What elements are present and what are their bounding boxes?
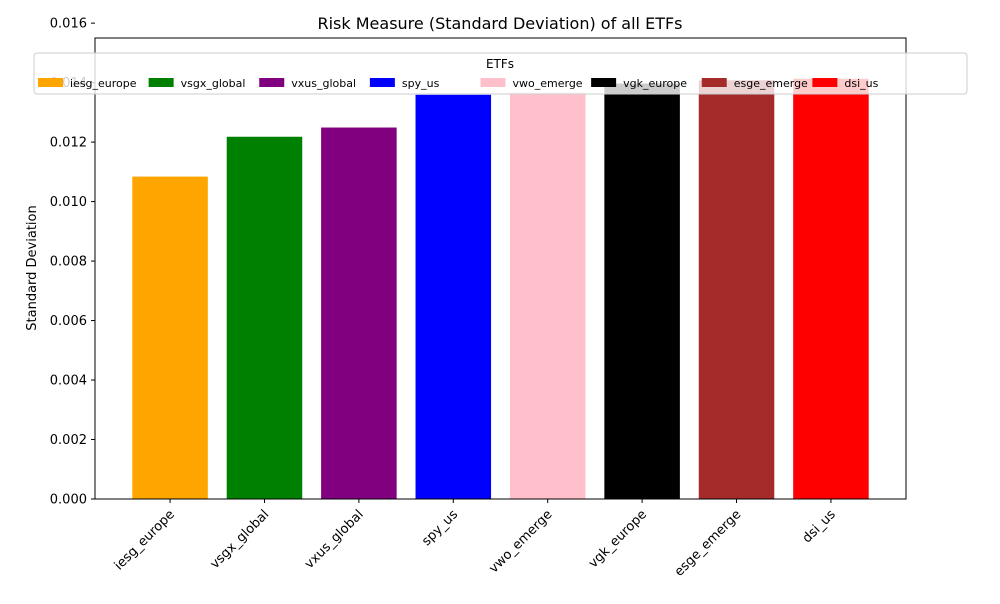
legend-label: vwo_emerge: [513, 77, 583, 90]
legend-swatch: [812, 78, 838, 87]
legend-label: vgk_europe: [623, 77, 687, 90]
legend-swatch: [259, 78, 285, 87]
bar-esge-emerge: [698, 80, 775, 499]
y-tick-label: 0.016: [50, 17, 87, 32]
y-tick-label: 0.000: [50, 493, 87, 508]
legend-label: iesg_europe: [70, 77, 137, 90]
legend-swatch: [591, 78, 617, 87]
bar-vwo-emerge: [509, 92, 586, 500]
y-tick-label: 0.006: [50, 314, 87, 329]
bar-vxus-global: [321, 127, 397, 499]
plot-frame: [94, 37, 907, 500]
legend-swatch: [38, 78, 63, 87]
legend-items: iesg_europe vsgx_global vxus_global spy_us v…: [38, 77, 879, 90]
bar-iesg-europe: [132, 176, 208, 499]
bar-spy-us: [415, 94, 492, 499]
bar-dsi-us: [793, 78, 869, 499]
chart-title: Risk Measure (Standard Deviation) of all…: [317, 14, 682, 33]
bar-vgk-europe: [604, 83, 680, 499]
legend-label: esge_emerge: [734, 77, 808, 90]
legend-swatch: [148, 78, 174, 87]
legend-label: vsgx_global: [181, 77, 246, 90]
y-tick-label: 0.008: [50, 255, 87, 270]
y-tick-label: 0.012: [50, 136, 87, 151]
y-axis-label: Standard Deviation: [25, 205, 40, 330]
legend-label: vxus_global: [291, 77, 356, 90]
y-tick-label: 0.010: [50, 195, 87, 210]
bar-vsgx-global: [226, 136, 303, 499]
bars-group: [132, 78, 869, 500]
legend-label: dsi_us: [844, 77, 878, 90]
y-tick-label: 0.004: [50, 374, 87, 389]
legend-swatch: [701, 78, 727, 87]
legend-swatch: [369, 78, 395, 87]
legend-title: ETFs: [486, 57, 514, 71]
y-tick-label: 0.002: [50, 433, 87, 448]
legend-label: spy_us: [402, 77, 440, 90]
legend: ETFs iesg_europe vsgx_global vxus_global sp…: [33, 52, 968, 95]
legend-swatch: [480, 78, 506, 87]
